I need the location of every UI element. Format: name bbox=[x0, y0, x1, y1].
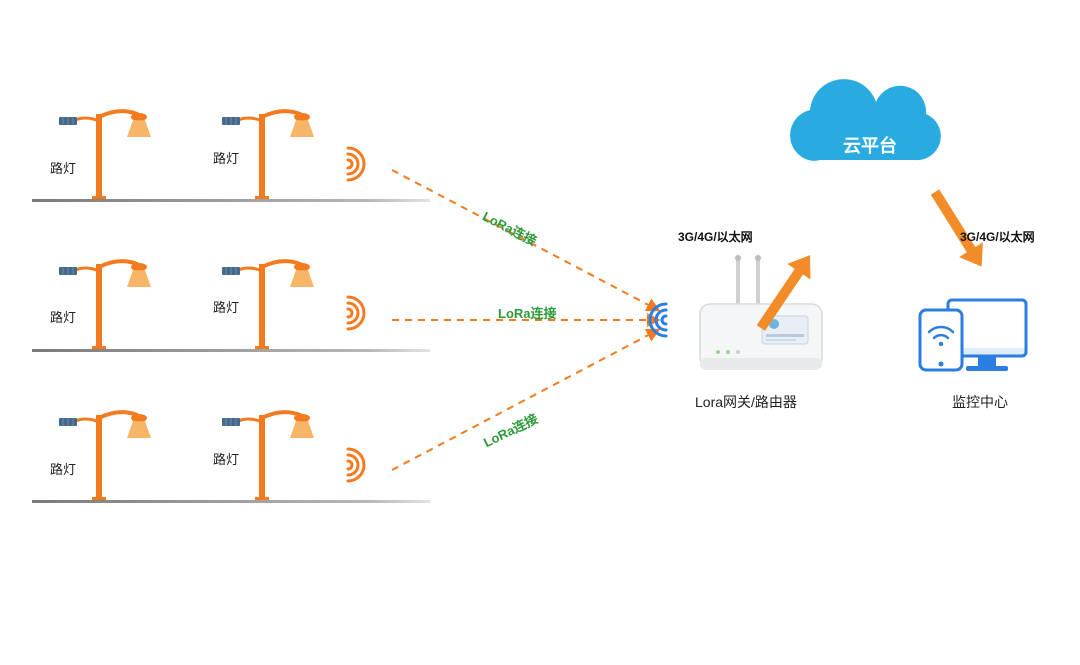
lamp-label: 路灯 bbox=[50, 307, 76, 326]
net-label: 3G/4G/以太网 bbox=[960, 228, 1035, 245]
lora-label: LoRa连接 bbox=[480, 408, 541, 451]
lamp-label: 路灯 bbox=[213, 297, 239, 316]
wifi-icon bbox=[348, 297, 364, 329]
streetlamp-icon bbox=[59, 412, 151, 500]
lora-label: LoRa连接 bbox=[480, 206, 541, 249]
diagram-canvas: 云平台 bbox=[0, 0, 1080, 665]
lamp-label: 路灯 bbox=[50, 459, 76, 478]
cloud-label: 云平台 bbox=[843, 135, 897, 156]
lora-label: LoRa连接 bbox=[498, 303, 557, 322]
wifi-icon bbox=[650, 304, 666, 336]
streetlamp-icon bbox=[59, 261, 151, 349]
uplink-arrow bbox=[749, 247, 821, 336]
net-label: 3G/4G/以太网 bbox=[678, 228, 753, 245]
lamp-label: 路灯 bbox=[213, 449, 239, 468]
monitor-label: 监控中心 bbox=[952, 392, 1008, 412]
router-icon bbox=[700, 255, 822, 370]
monitor-center-icon bbox=[920, 300, 1026, 371]
cloud-icon: 云平台 bbox=[790, 79, 941, 161]
wifi-icon bbox=[348, 449, 364, 481]
lora-link bbox=[392, 330, 658, 470]
wifi-icon bbox=[348, 148, 364, 180]
lamp-label: 路灯 bbox=[213, 148, 239, 167]
streetlamp-icon bbox=[59, 111, 151, 199]
gateway-label: Lora网关/路由器 bbox=[695, 392, 797, 412]
lamp-label: 路灯 bbox=[50, 158, 76, 177]
